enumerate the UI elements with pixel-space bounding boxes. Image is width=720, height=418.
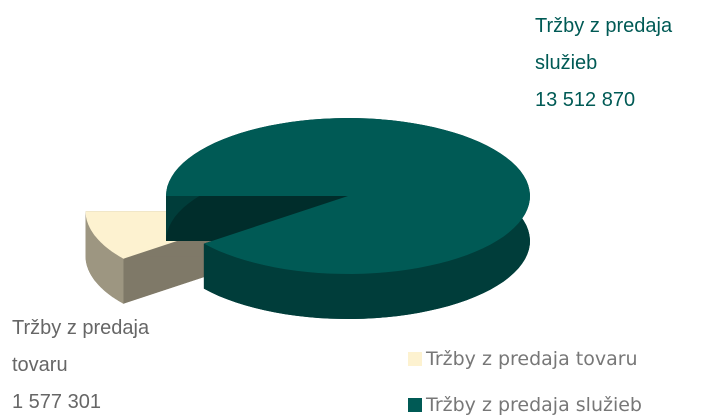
legend-swatch (408, 352, 422, 366)
data-label: Tržby z predaja služieb 13 512 870 (535, 8, 720, 119)
label-name: Tržby z predaja tovaru (12, 317, 150, 376)
legend-item: Tržby z predaja tovaru (408, 348, 638, 370)
data-label: Tržby z predaja tovaru 1 577 301 (12, 310, 197, 418)
legend-label: Tržby z predaja tovaru (426, 348, 638, 370)
legend-swatch (408, 398, 422, 412)
label-value: 1 577 301 (12, 391, 101, 413)
legend-item: Tržby z predaja služieb (408, 394, 642, 416)
label-value: 13 512 870 (535, 89, 636, 111)
label-name: Tržby z predaja služieb (535, 15, 673, 74)
slice (166, 118, 530, 274)
legend-label: Tržby z predaja služieb (426, 394, 642, 416)
slice-wall (85, 211, 124, 304)
